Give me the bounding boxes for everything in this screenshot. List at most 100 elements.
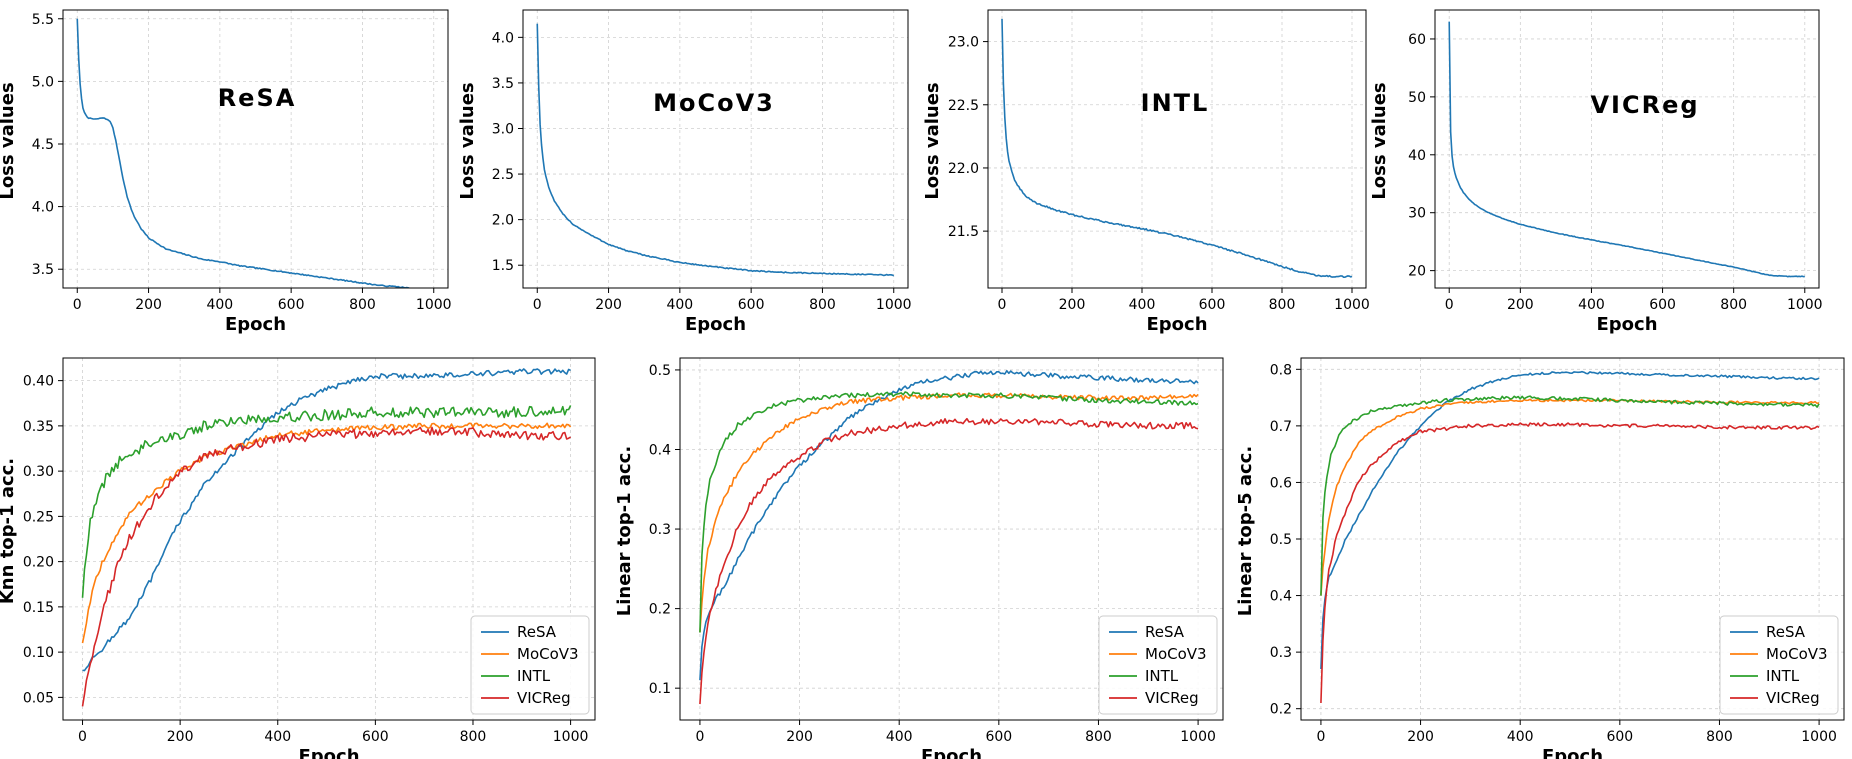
chart-panel-2: 0 200 400 600 800 1000 1.5 2.0 2.5 3.0 3.5 4.0 Epoch… (457, 9, 912, 335)
plot-frame (522, 9, 909, 289)
x-tick-label: 800 (1706, 729, 1733, 745)
y-tick-label: 22.5 (948, 98, 979, 114)
x-tick-label: 1000 (876, 297, 912, 313)
x-tick-label: 1000 (1180, 729, 1216, 745)
y-tick-label: 0.35 (23, 419, 54, 435)
panel-label: VICReg (1590, 91, 1699, 119)
x-tick-label: 1000 (416, 297, 452, 313)
y-axis-title: Linear top-1 acc. (614, 446, 635, 616)
series-line-mocov3 (1320, 398, 1820, 596)
x-tick-label: 200 (167, 729, 194, 745)
plot-frame (62, 9, 449, 289)
x-axis-title: Epoch (298, 746, 359, 759)
x-tick-label: 600 (278, 297, 305, 313)
y-tick-label: 0.3 (1270, 645, 1292, 661)
y-tick-label: 0.1 (649, 681, 671, 697)
x-axis-title: Epoch (1596, 314, 1657, 335)
x-tick-label: 400 (886, 729, 913, 745)
x-tick-label: 0 (533, 297, 542, 313)
x-tick-label: 600 (985, 729, 1012, 745)
legend-label: VICReg (1145, 689, 1199, 707)
x-tick-label: 600 (1606, 729, 1633, 745)
y-tick-label: 4.5 (32, 137, 54, 153)
x-tick-label: 1000 (1801, 729, 1837, 745)
series-line-loss (1001, 18, 1353, 279)
y-tick-label: 0.4 (649, 442, 671, 458)
y-axis-title: Linear top-5 acc. (1235, 446, 1256, 616)
x-tick-label: 400 (1578, 297, 1605, 313)
y-tick-label: 60 (1408, 32, 1426, 48)
series-line-loss (1448, 21, 1805, 278)
x-tick-label: 200 (595, 297, 622, 313)
y-tick-label: 2.0 (492, 213, 514, 229)
plot-frame (987, 9, 1367, 289)
x-tick-label: 1000 (1334, 297, 1370, 313)
y-tick-label: 0.20 (23, 555, 54, 571)
y-tick-label: 0.5 (649, 363, 671, 379)
panel-label: INTL (1141, 89, 1210, 117)
y-axis-title: Loss values (0, 82, 18, 199)
legend-label: MoCoV3 (517, 645, 579, 663)
x-tick-label: 200 (786, 729, 813, 745)
y-tick-label: 3.0 (492, 121, 514, 137)
panel-label: ReSA (218, 84, 297, 112)
y-axis-title: Loss values (922, 82, 943, 199)
chart-panel-6: 0 200 400 600 800 1000 0.1 0.2 0.3 0.4 0.5 Epoch Lin… (614, 357, 1224, 759)
x-tick-label: 0 (1316, 729, 1325, 745)
x-tick-label: 0 (998, 297, 1007, 313)
x-axis-title: Epoch (225, 314, 286, 335)
y-tick-label: 20 (1408, 264, 1426, 280)
y-tick-label: 0.05 (23, 690, 54, 706)
x-tick-label: 800 (809, 297, 836, 313)
y-tick-label: 0.3 (649, 522, 671, 538)
legend-label: VICReg (1766, 689, 1820, 707)
series-line-loss (536, 23, 895, 277)
legend-label: INTL (1145, 667, 1179, 685)
x-tick-label: 1000 (1787, 297, 1823, 313)
panel-label: MoCoV3 (653, 89, 775, 117)
x-tick-label: 0 (1445, 297, 1454, 313)
y-tick-label: 23.0 (948, 35, 979, 51)
x-tick-label: 400 (1507, 729, 1534, 745)
y-tick-label: 0.40 (23, 374, 54, 390)
y-tick-label: 0.7 (1270, 419, 1292, 435)
x-tick-label: 200 (1407, 729, 1434, 745)
legend-box (1719, 615, 1839, 715)
x-tick-label: 0 (695, 729, 704, 745)
y-tick-label: 40 (1408, 148, 1426, 164)
y-tick-label: 0.4 (1270, 589, 1292, 605)
series-line-loss (76, 18, 416, 288)
x-tick-label: 600 (362, 729, 389, 745)
y-tick-label: 21.5 (948, 224, 979, 240)
chart-panel-3: 0 200 400 600 800 1000 21.5 22.0 22.5 23.0 Epoch Lo… (922, 9, 1370, 335)
series-line-intl (1320, 395, 1820, 596)
y-tick-label: 0.5 (1270, 532, 1292, 548)
series-line-mocov3 (81, 422, 572, 644)
series-line-resa (1320, 370, 1820, 670)
y-axis-title: Loss values (1369, 82, 1390, 199)
y-tick-label: 0.6 (1270, 475, 1292, 491)
y-tick-label: 0.2 (649, 602, 671, 618)
y-tick-label: 0.25 (23, 509, 54, 525)
series-line-intl (81, 405, 572, 598)
series-line-vicreg (1320, 422, 1820, 704)
y-tick-label: 30 (1408, 206, 1426, 222)
legend: ReSA MoCoV3 INTL VICReg (470, 615, 590, 715)
x-tick-label: 800 (1269, 297, 1296, 313)
plot-frame (679, 357, 1224, 721)
y-tick-label: 5.0 (32, 74, 54, 90)
x-tick-label: 800 (349, 297, 376, 313)
chart-panel-5: 0 200 400 600 800 1000 0.05 0.10 0.15 0.20 0.25 0.3… (0, 357, 596, 759)
y-tick-label: 50 (1408, 90, 1426, 106)
x-axis-title: Epoch (1542, 746, 1603, 759)
plot-frame (62, 357, 596, 721)
legend-label: INTL (517, 667, 551, 685)
x-axis-title: Epoch (685, 314, 746, 335)
y-tick-label: 22.0 (948, 161, 979, 177)
x-tick-label: 800 (460, 729, 487, 745)
x-tick-label: 200 (135, 297, 162, 313)
legend-label: MoCoV3 (1145, 645, 1207, 663)
series-line-intl (699, 391, 1199, 633)
y-tick-label: 0.15 (23, 600, 54, 616)
